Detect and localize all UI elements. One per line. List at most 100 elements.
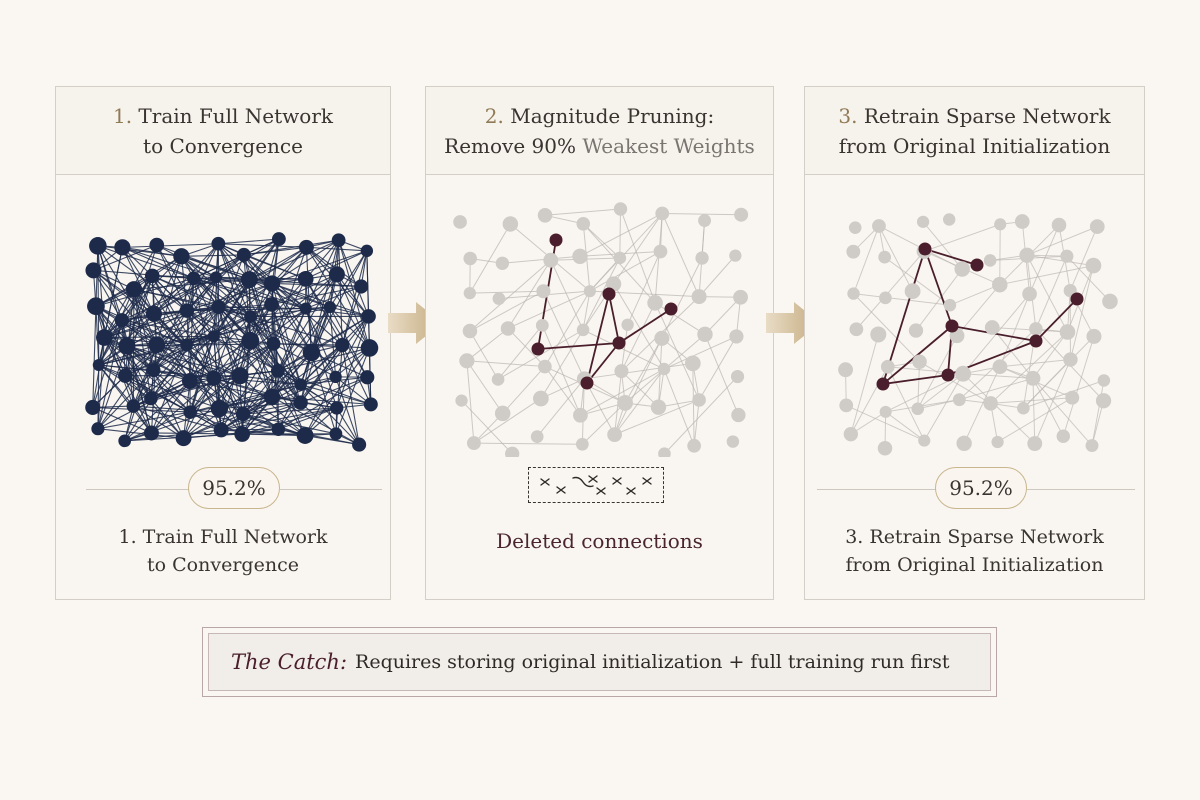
network-edge	[1026, 226, 1098, 256]
network-edge	[186, 344, 241, 377]
network-edge	[104, 306, 219, 339]
network-node	[657, 362, 671, 376]
network-edge	[221, 428, 279, 431]
network-edge	[1034, 359, 1071, 444]
network-node	[994, 218, 1007, 231]
network-edge	[613, 213, 663, 285]
network-edge	[97, 337, 105, 429]
network-edge	[300, 384, 371, 405]
network-edge	[545, 208, 621, 216]
network-edge	[310, 352, 337, 434]
network-edge	[271, 285, 362, 306]
network-node	[264, 297, 279, 312]
network-node	[89, 237, 107, 255]
network-node	[912, 354, 927, 370]
network-edge	[153, 369, 214, 379]
divider-line	[1027, 489, 1135, 490]
surviving-node	[970, 258, 984, 272]
network-node	[146, 363, 161, 378]
network-node	[983, 396, 998, 411]
network-node	[1086, 328, 1102, 344]
network-node	[1063, 352, 1078, 367]
caption-line: Deleted connections	[496, 529, 703, 553]
network-edge	[1032, 378, 1064, 437]
network-node	[1085, 439, 1099, 452]
surviving-edge	[924, 248, 978, 266]
network-node	[331, 233, 346, 248]
network-node	[235, 406, 251, 422]
network-edge	[304, 376, 337, 436]
network-edge	[997, 397, 1073, 443]
network-node	[908, 323, 924, 338]
network-edge	[271, 283, 312, 353]
network-edge	[963, 366, 1001, 444]
network-edge	[243, 254, 274, 344]
network-node	[846, 244, 861, 259]
network-edge	[917, 361, 921, 409]
step-header: 1. Train Full Network to Convergence	[56, 87, 390, 175]
network-edge	[619, 208, 621, 258]
network-edge	[104, 310, 188, 339]
network-edge	[466, 360, 504, 414]
network-node	[1019, 247, 1035, 263]
network-edge	[311, 352, 368, 378]
step-number: 1.	[112, 103, 133, 128]
network-edge	[249, 279, 331, 308]
network-edge	[915, 268, 963, 331]
network-node	[1027, 436, 1043, 452]
network-node	[697, 326, 713, 343]
network-node	[263, 275, 281, 292]
network-edge	[186, 282, 273, 312]
network-edge	[248, 279, 274, 344]
network-edge	[579, 213, 663, 257]
network-node	[614, 364, 629, 379]
network-edge	[469, 290, 544, 332]
network-node	[1102, 293, 1118, 310]
step-subtitle: to Convergence	[143, 133, 303, 158]
network-edge	[153, 277, 217, 371]
network-node	[329, 370, 342, 384]
network-edge	[990, 331, 1068, 404]
network-node	[1089, 219, 1105, 234]
surviving-node	[1029, 334, 1043, 348]
network-node	[495, 256, 510, 270]
network-edge	[305, 239, 340, 280]
network-node	[843, 426, 859, 442]
network-edge	[305, 308, 369, 317]
network-edge	[466, 328, 509, 362]
network-edge	[92, 270, 123, 321]
network-edge	[614, 399, 700, 436]
network-node	[730, 369, 745, 384]
network-edge	[1091, 400, 1105, 446]
network-edge	[661, 257, 703, 339]
network-edge	[92, 406, 152, 434]
network-node	[335, 337, 350, 353]
network-edge	[241, 402, 301, 435]
network-node	[329, 427, 343, 441]
network-node	[847, 287, 860, 300]
network-edge	[151, 275, 188, 346]
network-edge	[581, 402, 626, 445]
network-node	[658, 447, 671, 457]
catch-text: Requires storing original initialization…	[355, 651, 950, 673]
network-node	[1014, 214, 1030, 229]
network-edge	[338, 240, 343, 346]
network-node	[323, 301, 336, 314]
network-edge	[335, 376, 372, 405]
network-edge	[497, 325, 543, 380]
network-edge	[924, 223, 1001, 252]
network-edge	[300, 402, 337, 435]
network-node	[943, 298, 957, 312]
network-node	[293, 395, 308, 410]
network-node	[916, 215, 930, 228]
network-node	[126, 399, 141, 413]
network-edge	[124, 289, 135, 376]
network-node	[1065, 390, 1080, 405]
network-edge	[698, 255, 736, 297]
network-edge	[620, 208, 656, 303]
network-edge	[273, 343, 370, 349]
network-edge	[239, 375, 243, 435]
network-edge	[305, 250, 368, 280]
network-node	[1056, 429, 1070, 443]
network-node	[271, 422, 286, 436]
